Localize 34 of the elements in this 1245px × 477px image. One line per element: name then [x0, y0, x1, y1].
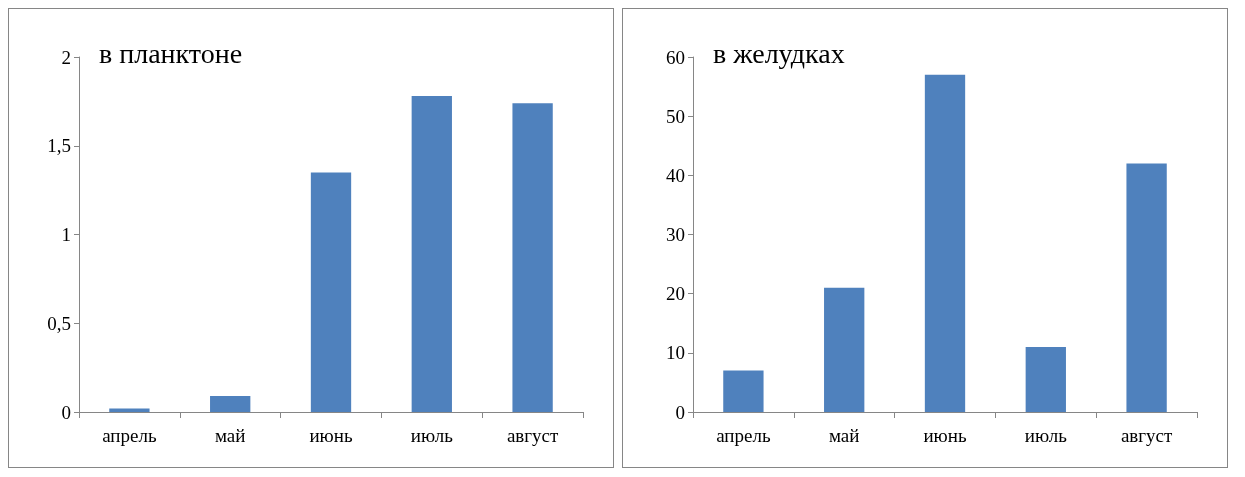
- x-tick-label: апрель: [716, 425, 771, 446]
- x-tick-label: июнь: [923, 425, 967, 446]
- x-tick-label: июнь: [309, 425, 353, 446]
- x-tick-label: август: [1120, 425, 1174, 446]
- x-tick-label: август: [506, 425, 560, 446]
- y-tick-label: 1,5: [47, 135, 71, 157]
- bar: [210, 396, 251, 412]
- y-tick-label: 2: [61, 46, 71, 68]
- x-tick-label: июль: [410, 425, 454, 446]
- bar: [924, 74, 966, 412]
- bar: [310, 172, 352, 412]
- x-tick-label: май: [828, 425, 860, 446]
- y-tick-label: 0,5: [47, 312, 71, 334]
- y-tick-label: 20: [666, 283, 685, 305]
- chart-title: в планктоне: [99, 37, 243, 69]
- x-tick-label: май: [214, 425, 246, 446]
- bar: [723, 370, 764, 412]
- y-tick-label: 0: [61, 401, 71, 423]
- y-tick-label: 50: [666, 105, 685, 127]
- bar: [109, 408, 150, 412]
- bar: [1126, 163, 1167, 412]
- x-tick-label: апрель: [102, 425, 157, 446]
- y-tick-label: 10: [666, 342, 685, 364]
- chart-title: в желудках: [713, 37, 845, 69]
- y-tick-label: 1: [61, 224, 71, 245]
- bar: [1025, 346, 1066, 412]
- bar: [512, 103, 553, 412]
- y-tick-label: 30: [666, 224, 685, 245]
- y-tick-label: 60: [666, 46, 685, 68]
- y-tick-label: 40: [666, 164, 685, 186]
- y-tick-label: 0: [675, 401, 685, 423]
- x-tick-label: июль: [1024, 425, 1068, 446]
- bar: [824, 287, 865, 412]
- bar: [411, 96, 452, 412]
